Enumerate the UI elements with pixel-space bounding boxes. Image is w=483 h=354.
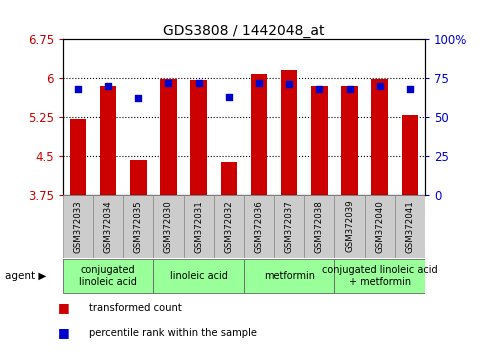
FancyBboxPatch shape xyxy=(154,259,244,293)
Text: agent ▶: agent ▶ xyxy=(5,271,46,281)
Text: ■: ■ xyxy=(58,302,70,314)
Text: GSM372035: GSM372035 xyxy=(134,200,143,252)
Bar xyxy=(160,79,177,195)
Text: conjugated linoleic acid
+ metformin: conjugated linoleic acid + metformin xyxy=(322,265,438,287)
FancyBboxPatch shape xyxy=(334,259,425,293)
FancyBboxPatch shape xyxy=(123,195,154,258)
Text: GSM372036: GSM372036 xyxy=(255,200,264,252)
Bar xyxy=(371,79,388,195)
Bar xyxy=(402,115,418,195)
Text: GSM372033: GSM372033 xyxy=(73,200,83,252)
Point xyxy=(134,95,142,101)
FancyBboxPatch shape xyxy=(365,195,395,258)
Bar xyxy=(70,119,86,195)
FancyBboxPatch shape xyxy=(63,195,93,258)
Text: GSM372034: GSM372034 xyxy=(103,200,113,252)
Bar xyxy=(311,86,327,195)
Point xyxy=(195,80,202,85)
Text: conjugated
linoleic acid: conjugated linoleic acid xyxy=(79,265,137,287)
Text: GSM372039: GSM372039 xyxy=(345,200,354,252)
Text: GSM372040: GSM372040 xyxy=(375,200,384,252)
FancyBboxPatch shape xyxy=(244,259,334,293)
FancyBboxPatch shape xyxy=(334,195,365,258)
Point xyxy=(346,86,354,92)
Bar xyxy=(251,74,267,195)
FancyBboxPatch shape xyxy=(184,195,213,258)
Text: GSM372031: GSM372031 xyxy=(194,200,203,252)
Point xyxy=(74,86,82,92)
FancyBboxPatch shape xyxy=(244,195,274,258)
Point xyxy=(376,83,384,88)
FancyBboxPatch shape xyxy=(395,195,425,258)
Bar xyxy=(221,162,237,195)
Text: percentile rank within the sample: percentile rank within the sample xyxy=(89,328,257,338)
Bar xyxy=(281,70,298,195)
Point xyxy=(285,81,293,87)
Point xyxy=(255,80,263,85)
FancyBboxPatch shape xyxy=(93,195,123,258)
Text: GSM372038: GSM372038 xyxy=(315,200,324,252)
FancyBboxPatch shape xyxy=(63,259,154,293)
Text: metformin: metformin xyxy=(264,271,315,281)
Point xyxy=(104,83,112,88)
Bar xyxy=(190,80,207,195)
FancyBboxPatch shape xyxy=(274,195,304,258)
Bar xyxy=(100,86,116,195)
Text: transformed count: transformed count xyxy=(89,303,182,313)
Point xyxy=(315,86,323,92)
Point xyxy=(225,94,233,99)
FancyBboxPatch shape xyxy=(213,195,244,258)
Text: linoleic acid: linoleic acid xyxy=(170,271,227,281)
Text: GSM372037: GSM372037 xyxy=(284,200,294,252)
Point xyxy=(165,80,172,85)
Bar xyxy=(130,160,146,195)
Title: GDS3808 / 1442048_at: GDS3808 / 1442048_at xyxy=(163,24,325,38)
FancyBboxPatch shape xyxy=(154,195,184,258)
Point xyxy=(406,86,414,92)
Text: GSM372032: GSM372032 xyxy=(224,200,233,252)
Bar xyxy=(341,86,358,195)
FancyBboxPatch shape xyxy=(304,195,334,258)
Text: GSM372041: GSM372041 xyxy=(405,200,414,252)
Text: ■: ■ xyxy=(58,326,70,339)
Text: GSM372030: GSM372030 xyxy=(164,200,173,252)
